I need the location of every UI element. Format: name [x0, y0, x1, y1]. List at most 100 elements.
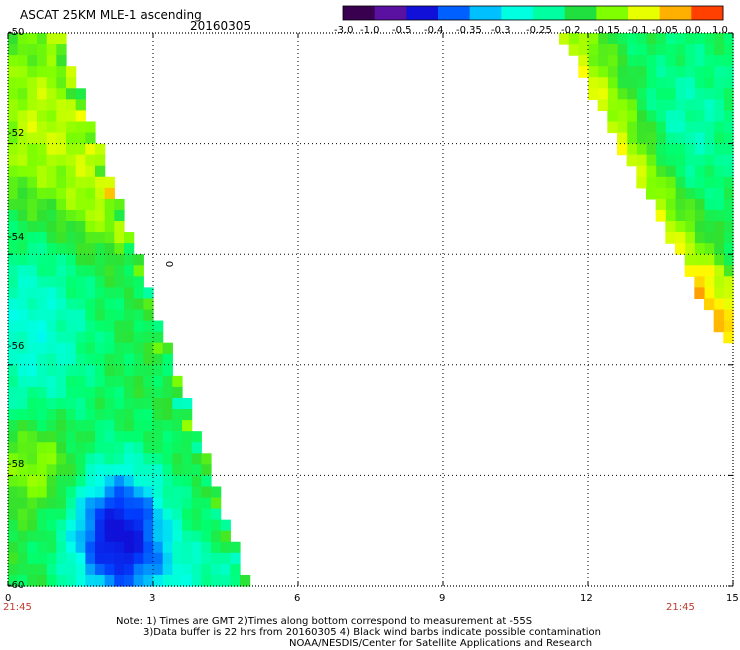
heatmap-cell	[675, 165, 686, 178]
heatmap-cell	[665, 33, 676, 45]
heatmap-cell	[85, 353, 96, 366]
heatmap-cell	[27, 298, 38, 311]
heatmap-cell	[37, 331, 48, 344]
heatmap-cell	[17, 519, 28, 532]
heatmap-cell	[162, 397, 173, 410]
heatmap-cell	[675, 132, 686, 145]
heatmap-cell	[684, 209, 695, 222]
heatmap-cell	[124, 397, 135, 410]
heatmap-cell	[37, 397, 48, 410]
heatmap-cell	[124, 442, 135, 454]
heatmap-cell	[114, 254, 125, 266]
heatmap-cell	[85, 342, 96, 355]
heatmap-cell	[8, 154, 19, 167]
heatmap-cell	[617, 44, 628, 56]
heatmap-cell	[694, 110, 705, 123]
heatmap-cell	[172, 497, 183, 510]
heatmap-cell	[95, 519, 106, 532]
heatmap-cell	[704, 44, 715, 56]
heatmap-cell	[646, 33, 657, 45]
heatmap-cell	[153, 464, 164, 476]
heatmap-cell	[95, 287, 106, 300]
heatmap-cell	[95, 165, 106, 178]
heatmap-cell	[646, 66, 657, 78]
heatmap-cell	[172, 519, 183, 532]
heatmap-cell	[162, 541, 173, 554]
heatmap-cell	[46, 386, 57, 399]
heatmap-cell	[27, 331, 38, 344]
heatmap-cell	[8, 386, 19, 399]
heatmap-cell	[17, 110, 28, 123]
heatmap-cell	[8, 66, 19, 78]
heatmap-cell	[17, 353, 28, 366]
heatmap-cell	[694, 176, 705, 189]
heatmap-cell	[114, 209, 125, 222]
heatmap-cell	[723, 77, 734, 89]
heatmap-cell	[56, 221, 67, 233]
heatmap-cell	[8, 209, 19, 222]
heatmap-cell	[85, 497, 96, 510]
heatmap-cell	[17, 497, 28, 510]
heatmap-cell	[66, 530, 77, 543]
heatmap-cell	[46, 442, 57, 454]
heatmap-cell	[95, 409, 106, 421]
heatmap-cell	[8, 232, 19, 244]
heatmap-cell	[8, 442, 19, 454]
heatmap-cell	[37, 287, 48, 300]
heatmap-cell	[56, 397, 67, 410]
heatmap-cell	[607, 121, 618, 134]
heatmap-cell	[704, 121, 715, 134]
colorbar-frame	[342, 5, 724, 21]
heatmap-cell	[104, 176, 115, 189]
heatmap-cell	[27, 221, 38, 233]
heatmap-cell	[143, 386, 154, 399]
heatmap-cell	[37, 552, 48, 565]
heatmap-cell	[56, 353, 67, 366]
heatmap-cell	[124, 508, 135, 521]
heatmap-cell	[655, 176, 666, 189]
heatmap-cell	[588, 77, 599, 89]
heatmap-cell	[694, 187, 705, 200]
heatmap-cell	[124, 486, 135, 499]
heatmap-cell	[568, 33, 579, 45]
heatmap-cell	[211, 530, 222, 543]
heatmap-cell	[95, 232, 106, 244]
heatmap-cell	[588, 66, 599, 78]
heatmap-cell	[162, 409, 173, 421]
heatmap-cell	[578, 44, 589, 56]
heatmap-cell	[665, 176, 676, 189]
heatmap-cell	[104, 386, 115, 399]
heatmap-cell	[27, 530, 38, 543]
heatmap-cell	[17, 442, 28, 454]
heatmap-cell	[723, 254, 734, 266]
heatmap-cell	[133, 375, 144, 388]
heatmap-cell	[95, 420, 106, 432]
heatmap-cell	[133, 320, 144, 333]
heatmap-cell	[114, 331, 125, 344]
heatmap-cell	[133, 353, 144, 366]
heatmap-cell	[124, 298, 135, 311]
heatmap-cell	[95, 431, 106, 443]
heatmap-cell	[66, 563, 77, 576]
heatmap-cell	[46, 552, 57, 565]
heatmap-cell	[597, 66, 608, 78]
heatmap-cell	[713, 276, 724, 288]
heatmap-cell	[17, 154, 28, 167]
heatmap-cell	[143, 420, 154, 432]
heatmap-cell	[124, 386, 135, 399]
heatmap-cell	[85, 176, 96, 189]
heatmap-cell	[66, 497, 77, 510]
heatmap-cell	[220, 530, 231, 543]
heatmap-cell	[723, 209, 734, 222]
heatmap-cell	[95, 187, 106, 200]
heatmap-cell	[95, 154, 106, 167]
heatmap-cell	[704, 55, 715, 67]
heatmap-cell	[713, 176, 724, 189]
heatmap-cell	[75, 364, 86, 377]
heatmap-cell	[46, 243, 57, 255]
heatmap-cell	[95, 276, 106, 288]
heatmap-cell	[713, 221, 724, 233]
heatmap-cell	[56, 198, 67, 211]
heatmap-cell	[665, 44, 676, 56]
